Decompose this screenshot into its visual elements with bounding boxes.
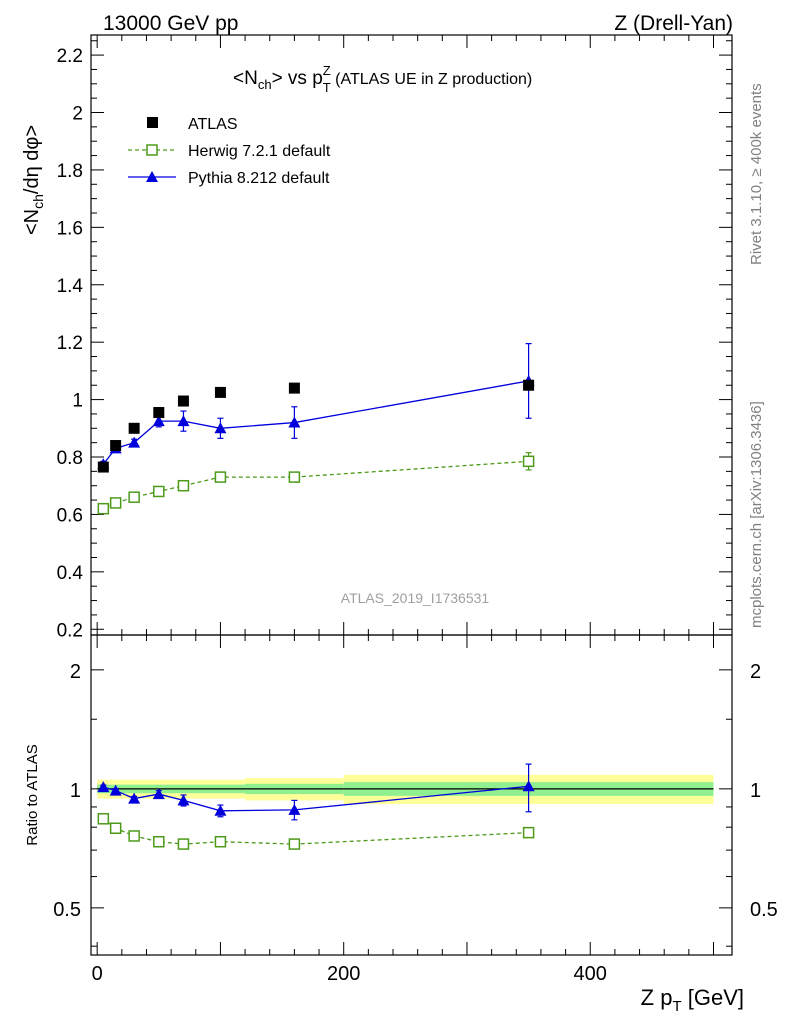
ratio-pythia-point — [152, 788, 165, 800]
ratio-herwig-line — [102, 818, 529, 845]
pythia-point — [177, 415, 190, 427]
ratio-herwig-point — [97, 813, 110, 825]
legend-atlas-label: ATLAS — [188, 116, 238, 133]
ratio-y-tick-label: 2 — [70, 661, 81, 683]
y-tick-label: 0.8 — [57, 448, 83, 469]
ratio-y-tick-label: 0.5 — [53, 899, 81, 921]
y-tick-label: 1 — [72, 391, 83, 412]
ratio-herwig-point — [522, 826, 535, 839]
plot-title-sub-t: T — [323, 80, 331, 95]
y-tick-label: 1.2 — [57, 333, 83, 354]
ratio-plot: 0.5 0.5 1 1 2 2 0 200 400 — [53, 634, 778, 985]
atlas-point — [97, 461, 109, 473]
plot-title-main: <N — [233, 68, 258, 89]
pythia-point — [214, 422, 227, 434]
ratio-y-tick-label: 1 — [70, 780, 81, 802]
x-tick-label: 200 — [327, 963, 360, 985]
herwig-point — [177, 479, 190, 492]
legend-herwig-marker — [146, 144, 158, 156]
energy-label: 13000 GeV pp — [103, 12, 238, 35]
ratio-pythia-series — [97, 763, 535, 821]
atlas-point — [288, 382, 300, 394]
mcplots-label: mcplots.cern.ch [arXiv:1306.3436] — [748, 401, 765, 628]
ratio-pythia-point — [214, 804, 227, 816]
atlas-point — [128, 422, 140, 434]
ratio-plot-frame — [90, 634, 733, 956]
herwig-point — [109, 497, 122, 509]
ratio-pythia-point — [288, 803, 301, 815]
legend-atlas-marker — [147, 117, 158, 128]
legend-pythia-marker — [146, 171, 158, 182]
ratio-pythia-point — [109, 784, 122, 796]
y-tick-label: 1.6 — [57, 218, 83, 239]
ratio-pythia-point — [128, 792, 141, 804]
plot-title-sup-z: Z — [323, 63, 331, 78]
x-axis-label: Z pT [GeV] — [641, 985, 744, 1015]
process-label: Z (Drell-Yan) — [614, 12, 733, 35]
main-plot: 0.2 0.4 0.6 0.8 1 1.2 1.4 1.6 1.8 2 2.2 — [57, 34, 733, 641]
y-tick-label: 2.2 — [57, 46, 83, 67]
ratio-y-tick-label-right: 0.5 — [750, 899, 778, 921]
y-tick-label: 0.2 — [57, 620, 83, 641]
herwig-point — [97, 502, 110, 515]
ratio-y-axis-label: Ratio to ATLAS — [24, 744, 41, 845]
main-y-axis-label: <Nch/dη dφ> — [21, 125, 46, 235]
y-tick-label: 2 — [72, 104, 83, 125]
pythia-series — [97, 343, 535, 470]
legend: ATLAS Herwig 7.2.1 default Pythia 8.212 … — [128, 116, 331, 187]
pythia-point — [288, 416, 301, 428]
y-tick-label: 1.8 — [57, 161, 83, 182]
pythia-point — [128, 436, 141, 448]
ratio-herwig-point — [177, 838, 190, 850]
y-tick-label: 0.6 — [57, 505, 83, 526]
ratio-herwig-point — [214, 835, 227, 848]
herwig-series — [97, 452, 535, 515]
ratio-herwig-point — [288, 838, 301, 850]
herwig-point — [128, 491, 140, 503]
herwig-point — [153, 485, 165, 498]
pythia-line — [102, 380, 529, 465]
herwig-point — [214, 471, 227, 483]
x-tick-label: 400 — [574, 963, 607, 985]
ratio-pythia-point — [177, 794, 190, 806]
ratio-herwig-point — [109, 822, 122, 835]
atlas-point — [214, 386, 226, 398]
ratio-y-tick-label-right: 1 — [750, 780, 761, 802]
atlas-point — [153, 407, 165, 419]
x-tick-label: 0 — [92, 963, 103, 985]
ratio-y-tick-label-right: 2 — [750, 661, 761, 683]
plot-title-mid: > vs p — [272, 68, 323, 89]
ratio-herwig-series — [97, 813, 535, 850]
ratio-pythia-point — [97, 781, 110, 793]
plot-title-tail: (ATLAS UE in Z production) — [331, 71, 533, 88]
atlas-point — [523, 379, 535, 391]
legend-pythia-label: Pythia 8.212 default — [188, 170, 330, 187]
y-tick-label: 0.4 — [57, 563, 84, 584]
herwig-point — [522, 455, 535, 468]
legend-herwig-label: Herwig 7.2.1 default — [188, 143, 331, 160]
ratio-herwig-point — [153, 835, 165, 848]
ratio-axis-ticks: 0.5 0.5 1 1 2 2 0 200 400 — [53, 635, 778, 985]
y-tick-label: 1.4 — [57, 276, 84, 297]
rivet-version-label: Rivet 3.1.10, ≥ 400k events — [748, 83, 765, 265]
plot-title: <Nch> vs pZ T (ATLAS UE in Z production) — [233, 63, 532, 95]
plot-title-sub-ch: ch — [258, 77, 272, 92]
main-axis-ticks: 0.2 0.4 0.6 0.8 1 1.2 1.4 1.6 1.8 2 2.2 — [57, 35, 732, 641]
herwig-point — [288, 471, 301, 483]
atlas-point — [177, 395, 189, 407]
atlas-series — [97, 379, 535, 473]
ratio-uncertainty-bands — [97, 774, 714, 805]
analysis-watermark: ATLAS_2019_I1736531 — [341, 590, 490, 606]
ratio-herwig-point — [128, 830, 140, 842]
atlas-point — [110, 440, 122, 452]
herwig-line — [103, 460, 529, 510]
pythia-point — [152, 415, 165, 427]
ratio-pythia-point — [522, 780, 535, 792]
